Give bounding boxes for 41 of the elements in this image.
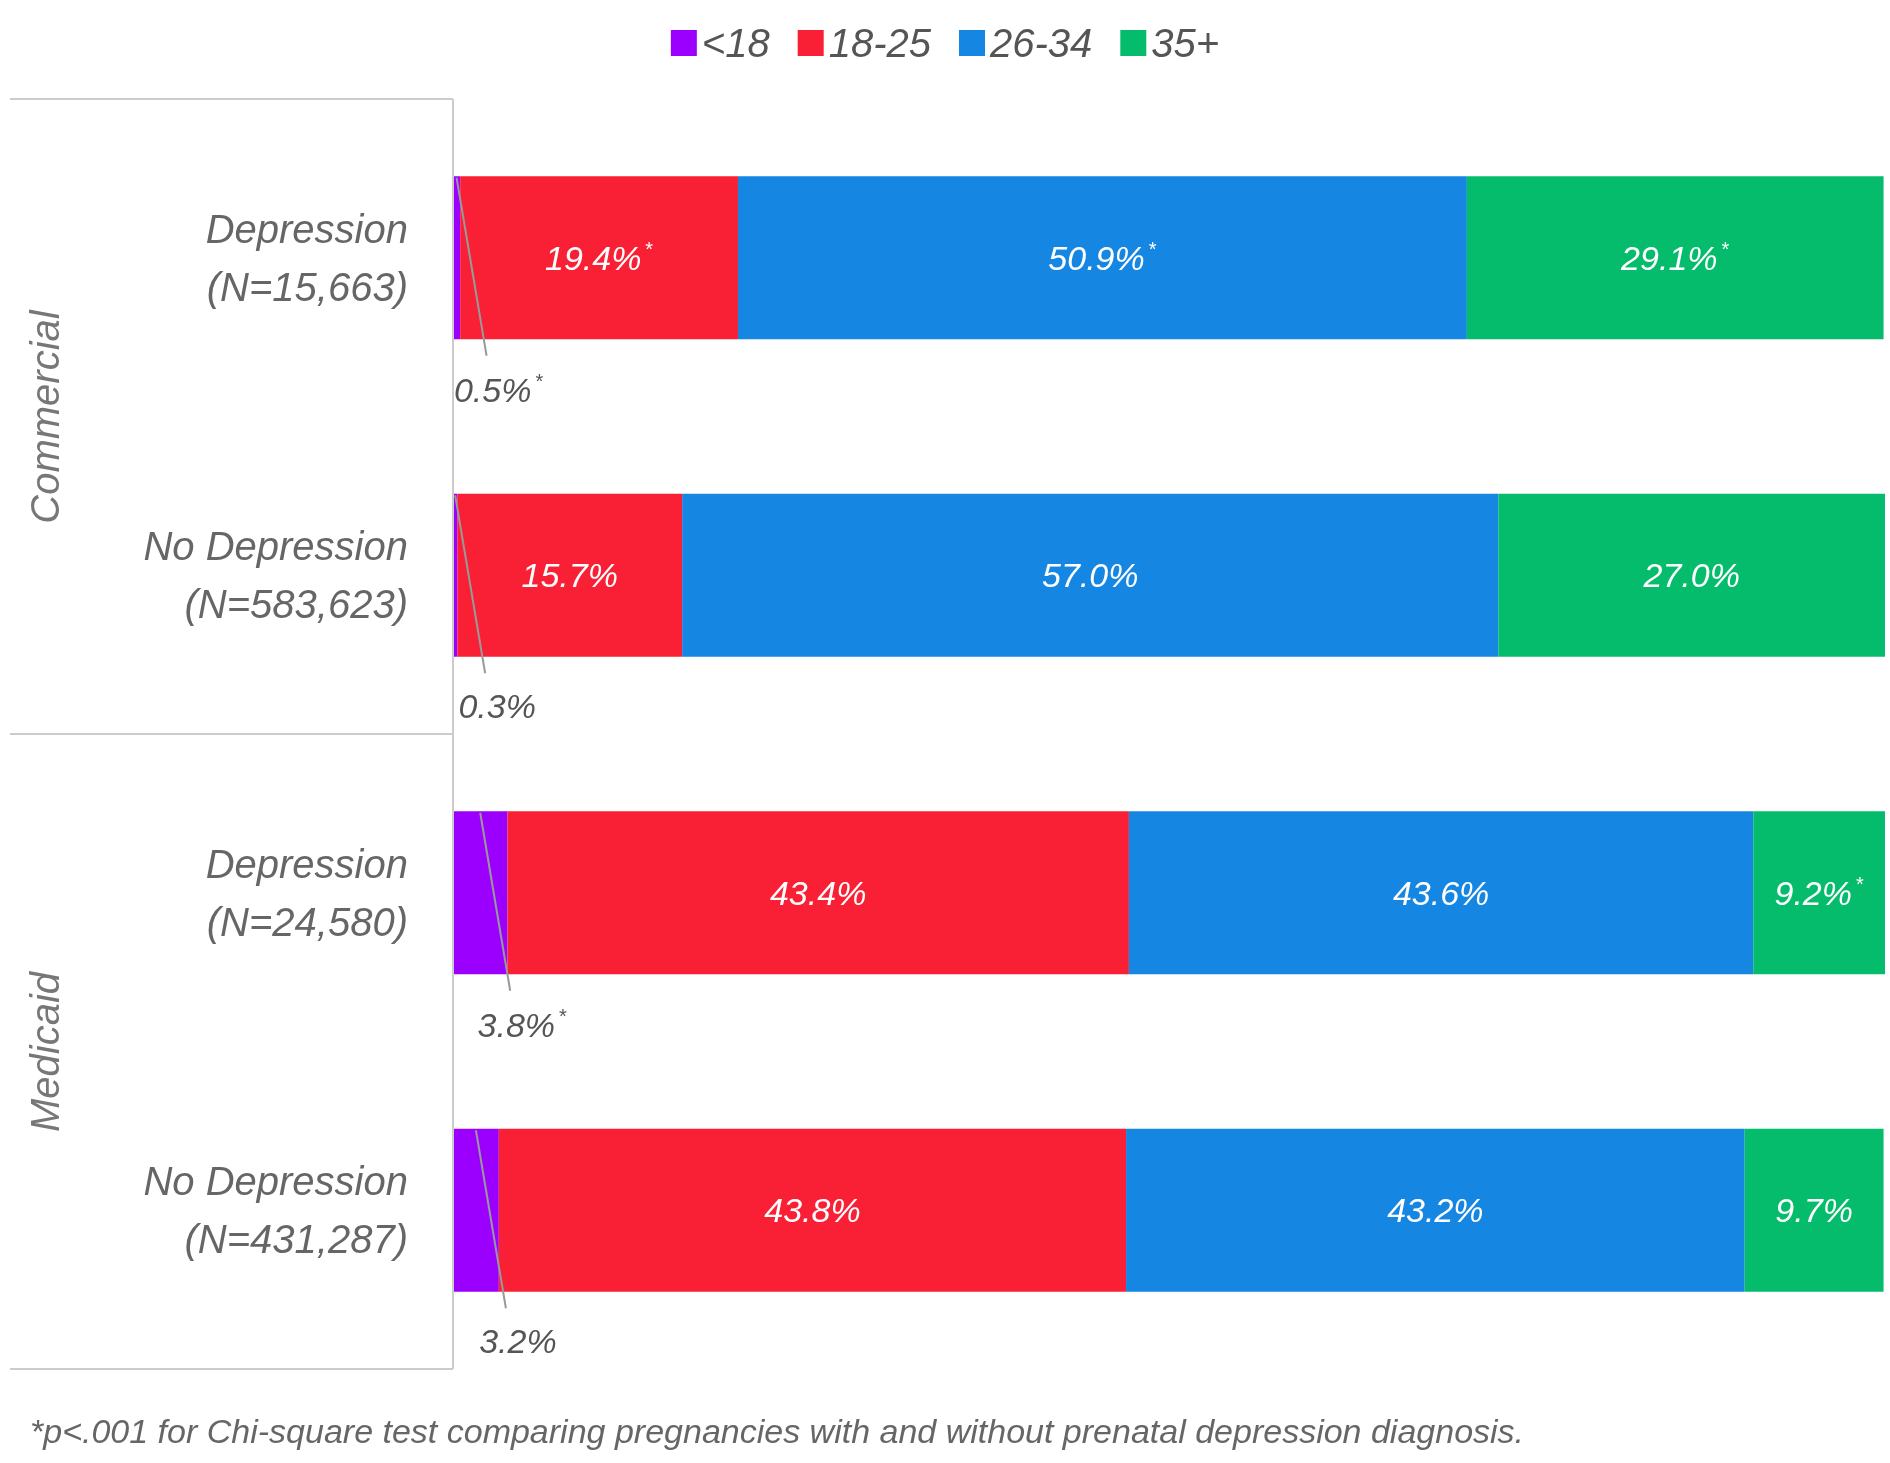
legend-label: 35+ <box>1151 21 1220 65</box>
bar <box>1128 811 1754 975</box>
bar <box>457 493 683 657</box>
text: Commercial <box>22 309 68 524</box>
bar <box>1126 1128 1745 1292</box>
data-label: 9.7% <box>1775 1191 1853 1230</box>
legend-label: 18-25 <box>828 21 932 65</box>
data-label: 9.2%* <box>1774 872 1864 912</box>
data-label: 43.8% <box>764 1191 861 1230</box>
bar <box>1753 811 1885 975</box>
data-label: 43.4% <box>769 873 867 912</box>
bar <box>453 811 508 975</box>
data-label: 0.3% <box>458 686 536 725</box>
data-label: 57.0% <box>1042 556 1139 595</box>
data-label: 27.0% <box>1642 556 1740 595</box>
bar <box>1498 493 1885 657</box>
text: *p<.001 for Chi-square test comparing pregnancies with and without prenatal depression diagnosis. <box>30 1412 1525 1451</box>
bar <box>682 493 1499 657</box>
bar <box>507 811 1129 975</box>
data-label: 43.6% <box>1392 873 1490 912</box>
bar <box>1466 176 1884 340</box>
legend-label: <18 <box>701 21 771 65</box>
data-label: 3.2% <box>479 1321 557 1360</box>
data-label: 29.1%* <box>1620 237 1730 277</box>
data-label: 0.5%* <box>453 370 544 410</box>
data-label: 3.8%* <box>477 1005 568 1045</box>
data-label: 43.2% <box>1387 1191 1484 1230</box>
data-label: 15.7% <box>521 556 618 595</box>
y-tick-label: Depression (N=24,580) <box>205 841 408 944</box>
bar <box>737 176 1467 340</box>
bar <box>498 1128 1127 1292</box>
legend-label: 26-34 <box>989 21 1093 65</box>
text: Medicaid <box>22 971 68 1132</box>
bar <box>460 176 738 340</box>
bar <box>453 1128 499 1292</box>
y-tick-label: Depression (N=15,663) <box>205 206 408 309</box>
data-label: 50.9%* <box>1048 237 1157 277</box>
y-tick-label: No Depression (N=583,623) <box>143 524 408 627</box>
data-label: 19.4%* <box>544 237 654 277</box>
bar <box>1744 1128 1884 1292</box>
y-tick-label: No Depression (N=431,287) <box>143 1159 408 1262</box>
